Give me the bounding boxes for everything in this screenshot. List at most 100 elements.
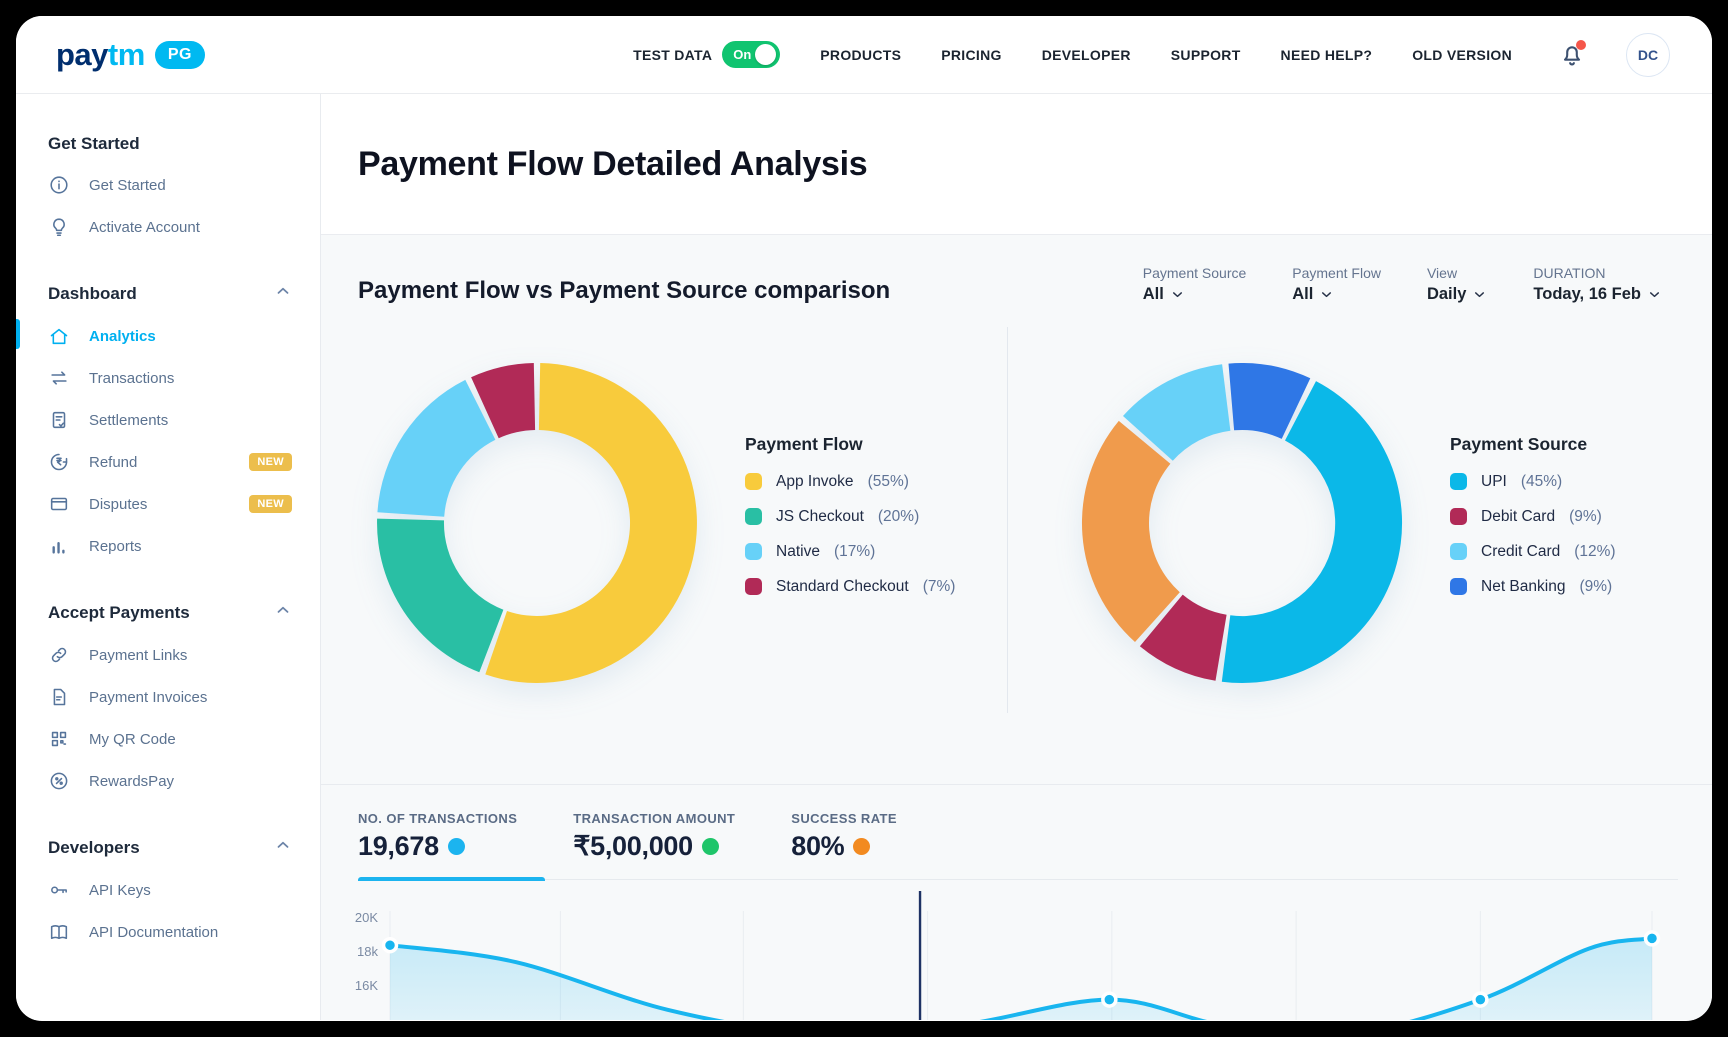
toggle-on-label: On xyxy=(733,47,752,62)
notification-bell-button[interactable] xyxy=(1558,39,1586,69)
metric-value-row: 19,678 xyxy=(358,831,517,862)
metrics-tabs: NO. OF TRANSACTIONS 19,678 TRANSACTION AMO… xyxy=(321,785,1712,881)
nav-item-old-version[interactable]: OLD VERSION xyxy=(1412,46,1512,63)
nav-item-support[interactable]: SUPPORT xyxy=(1170,46,1241,63)
sidebar-item-api-documentation[interactable]: API Documentation xyxy=(48,911,320,953)
top-nav-items: TEST DATA On PRODUCTS PRICING DEVELOPER SUP… xyxy=(633,32,1670,77)
test-data-toggle-group: TEST DATA On xyxy=(633,41,781,68)
donut-segment-app-invoke[interactable] xyxy=(485,363,697,683)
chevron-up-icon xyxy=(277,287,289,294)
data-point-dot[interactable] xyxy=(1101,991,1118,1008)
comparison-title: Payment Flow vs Payment Source compariso… xyxy=(358,277,891,304)
sidebar-item-refund[interactable]: Refund NEW xyxy=(48,441,320,483)
sidebar-heading-accept-payments[interactable]: Accept Payments xyxy=(48,601,320,624)
main-content: Payment Flow Detailed Analysis Payment F… xyxy=(321,94,1712,1020)
payment-flow-legend: Payment Flow App Invoke (55%) JS Checkout (2… xyxy=(745,434,955,613)
donut-segment-net-banking[interactable] xyxy=(1228,363,1311,439)
payment-source-chart-panel: Payment Source UPI (45%) Debit Card (9%) Cred… xyxy=(1008,323,1712,723)
sidebar-item-settlements[interactable]: Settlements xyxy=(48,399,320,441)
nav-item-pricing[interactable]: PRICING xyxy=(941,46,1002,63)
filter-duration[interactable]: DURATION Today, 16 Feb xyxy=(1533,265,1662,304)
paytm-pg-logo[interactable]: paytm PG xyxy=(56,39,205,70)
legend-item-native: Native (17%) xyxy=(745,543,955,561)
legend-swatch xyxy=(745,473,762,490)
legend-label: Standard Checkout xyxy=(776,577,909,595)
legend-swatch xyxy=(1450,543,1467,560)
metric-tab-success-rate[interactable]: SUCCESS RATE 80% xyxy=(791,811,897,880)
icon-wrap xyxy=(48,879,70,901)
payment-flow-donut-chart[interactable] xyxy=(369,355,705,691)
payment-source-legend: Payment Source UPI (45%) Debit Card (9%) Cred… xyxy=(1450,434,1616,613)
nav-item-need-help[interactable]: NEED HELP? xyxy=(1280,46,1373,63)
metric-value: 80% xyxy=(791,831,845,861)
sidebar-item-transactions[interactable]: Transactions xyxy=(48,357,320,399)
test-data-toggle[interactable]: On xyxy=(722,41,781,68)
data-point-dot[interactable] xyxy=(1643,930,1661,947)
donut-segment-other[interactable] xyxy=(1081,420,1180,642)
legend-percentage: (7%) xyxy=(922,577,956,595)
user-avatar[interactable]: DC xyxy=(1626,32,1670,77)
legend-title: Payment Source xyxy=(1450,433,1588,454)
icon-wrap xyxy=(48,174,70,196)
sidebar-item-reports[interactable]: Reports xyxy=(48,525,320,567)
active-indicator-bar xyxy=(16,319,20,349)
refund-icon xyxy=(50,453,68,471)
legend-item-standard-checkout: Standard Checkout (7%) xyxy=(745,578,955,596)
nav-item-developer[interactable]: DEVELOPER xyxy=(1041,46,1131,63)
data-point-dot[interactable] xyxy=(381,936,399,954)
sidebar-item-payment-links[interactable]: Payment Links xyxy=(48,634,320,676)
app-window: paytm PG TEST DATA On PRODUCTS PRICING DEV… xyxy=(16,16,1712,1021)
y-tick-18k: 18k xyxy=(357,944,378,959)
metric-color-dot xyxy=(447,838,465,855)
sidebar-section-dashboard: Dashboard Analytics Transactions Settlement… xyxy=(16,282,320,567)
sidebar-item-payment-invoices[interactable]: Payment Invoices xyxy=(48,676,320,718)
filter-view[interactable]: View Daily xyxy=(1427,265,1487,304)
sidebar-heading-label: Developers xyxy=(48,837,140,857)
sidebar-item-activate-account[interactable]: Activate Account xyxy=(48,206,320,248)
active-tab-underline xyxy=(358,877,546,881)
donut-segment-debit-card[interactable] xyxy=(1139,594,1227,681)
new-badge: NEW xyxy=(249,453,292,471)
sidebar-item-label: Disputes xyxy=(89,495,148,513)
legend-percentage: (20%) xyxy=(877,507,920,525)
legend-percentage: (55%) xyxy=(867,472,909,490)
legend-item-js-checkout: JS Checkout (20%) xyxy=(745,508,955,526)
transfer-icon xyxy=(51,371,67,385)
donut-segment-credit-card[interactable] xyxy=(1123,364,1231,461)
sidebar-item-disputes[interactable]: Disputes NEW xyxy=(48,483,320,525)
legend-item-net-banking: Net Banking (9%) xyxy=(1450,578,1616,596)
filter-label: Payment Source xyxy=(1142,265,1247,281)
donut-segment-upi[interactable] xyxy=(1221,381,1403,683)
nav-item-products[interactable]: PRODUCTS xyxy=(820,46,902,63)
data-point-dot[interactable] xyxy=(1472,991,1489,1008)
sidebar-item-get-started[interactable]: Get Started xyxy=(48,164,320,206)
metric-tab-no-of-transactions[interactable]: NO. OF TRANSACTIONS 19,678 xyxy=(358,811,546,881)
payment-source-donut-chart[interactable] xyxy=(1074,355,1410,691)
metric-tab-transaction-amount[interactable]: TRANSACTION AMOUNT ₹5,00,000 xyxy=(573,811,735,880)
sidebar-item-rewardspay[interactable]: RewardsPay xyxy=(48,760,320,802)
icon-wrap xyxy=(48,728,70,750)
metrics-and-trend-section: NO. OF TRANSACTIONS 19,678 TRANSACTION AMO… xyxy=(321,784,1712,1020)
transactions-trend-chart[interactable]: 20K 18k 16K xyxy=(340,885,1685,1020)
filter-payment-flow[interactable]: Payment Flow All xyxy=(1292,265,1381,304)
invoice-icon xyxy=(53,688,66,706)
bulb-icon xyxy=(53,218,65,237)
donut-segment-js-checkout[interactable] xyxy=(377,518,504,673)
sidebar-heading-dashboard[interactable]: Dashboard xyxy=(48,282,320,305)
icon-wrap xyxy=(48,644,70,666)
sidebar-item-my-qr-code[interactable]: My QR Code xyxy=(48,718,320,760)
donut-segment-native[interactable] xyxy=(377,379,496,517)
filter-value: Daily xyxy=(1427,285,1487,304)
sidebar-heading-developers[interactable]: Developers xyxy=(48,836,320,859)
icon-wrap xyxy=(48,921,70,943)
donut-segment-standard-checkout[interactable] xyxy=(471,363,536,439)
chevron-down-icon xyxy=(1322,292,1332,298)
notification-dot xyxy=(1576,39,1586,50)
pg-badge: PG xyxy=(154,40,205,69)
metric-value-row: 80% xyxy=(791,831,897,862)
sidebar-item-api-keys[interactable]: API Keys xyxy=(48,869,320,911)
filter-payment-source[interactable]: Payment Source All xyxy=(1143,265,1247,304)
trend-area-fill xyxy=(390,938,1652,1020)
metric-value: 19,678 xyxy=(358,831,439,861)
sidebar-item-analytics[interactable]: Analytics xyxy=(16,315,320,357)
